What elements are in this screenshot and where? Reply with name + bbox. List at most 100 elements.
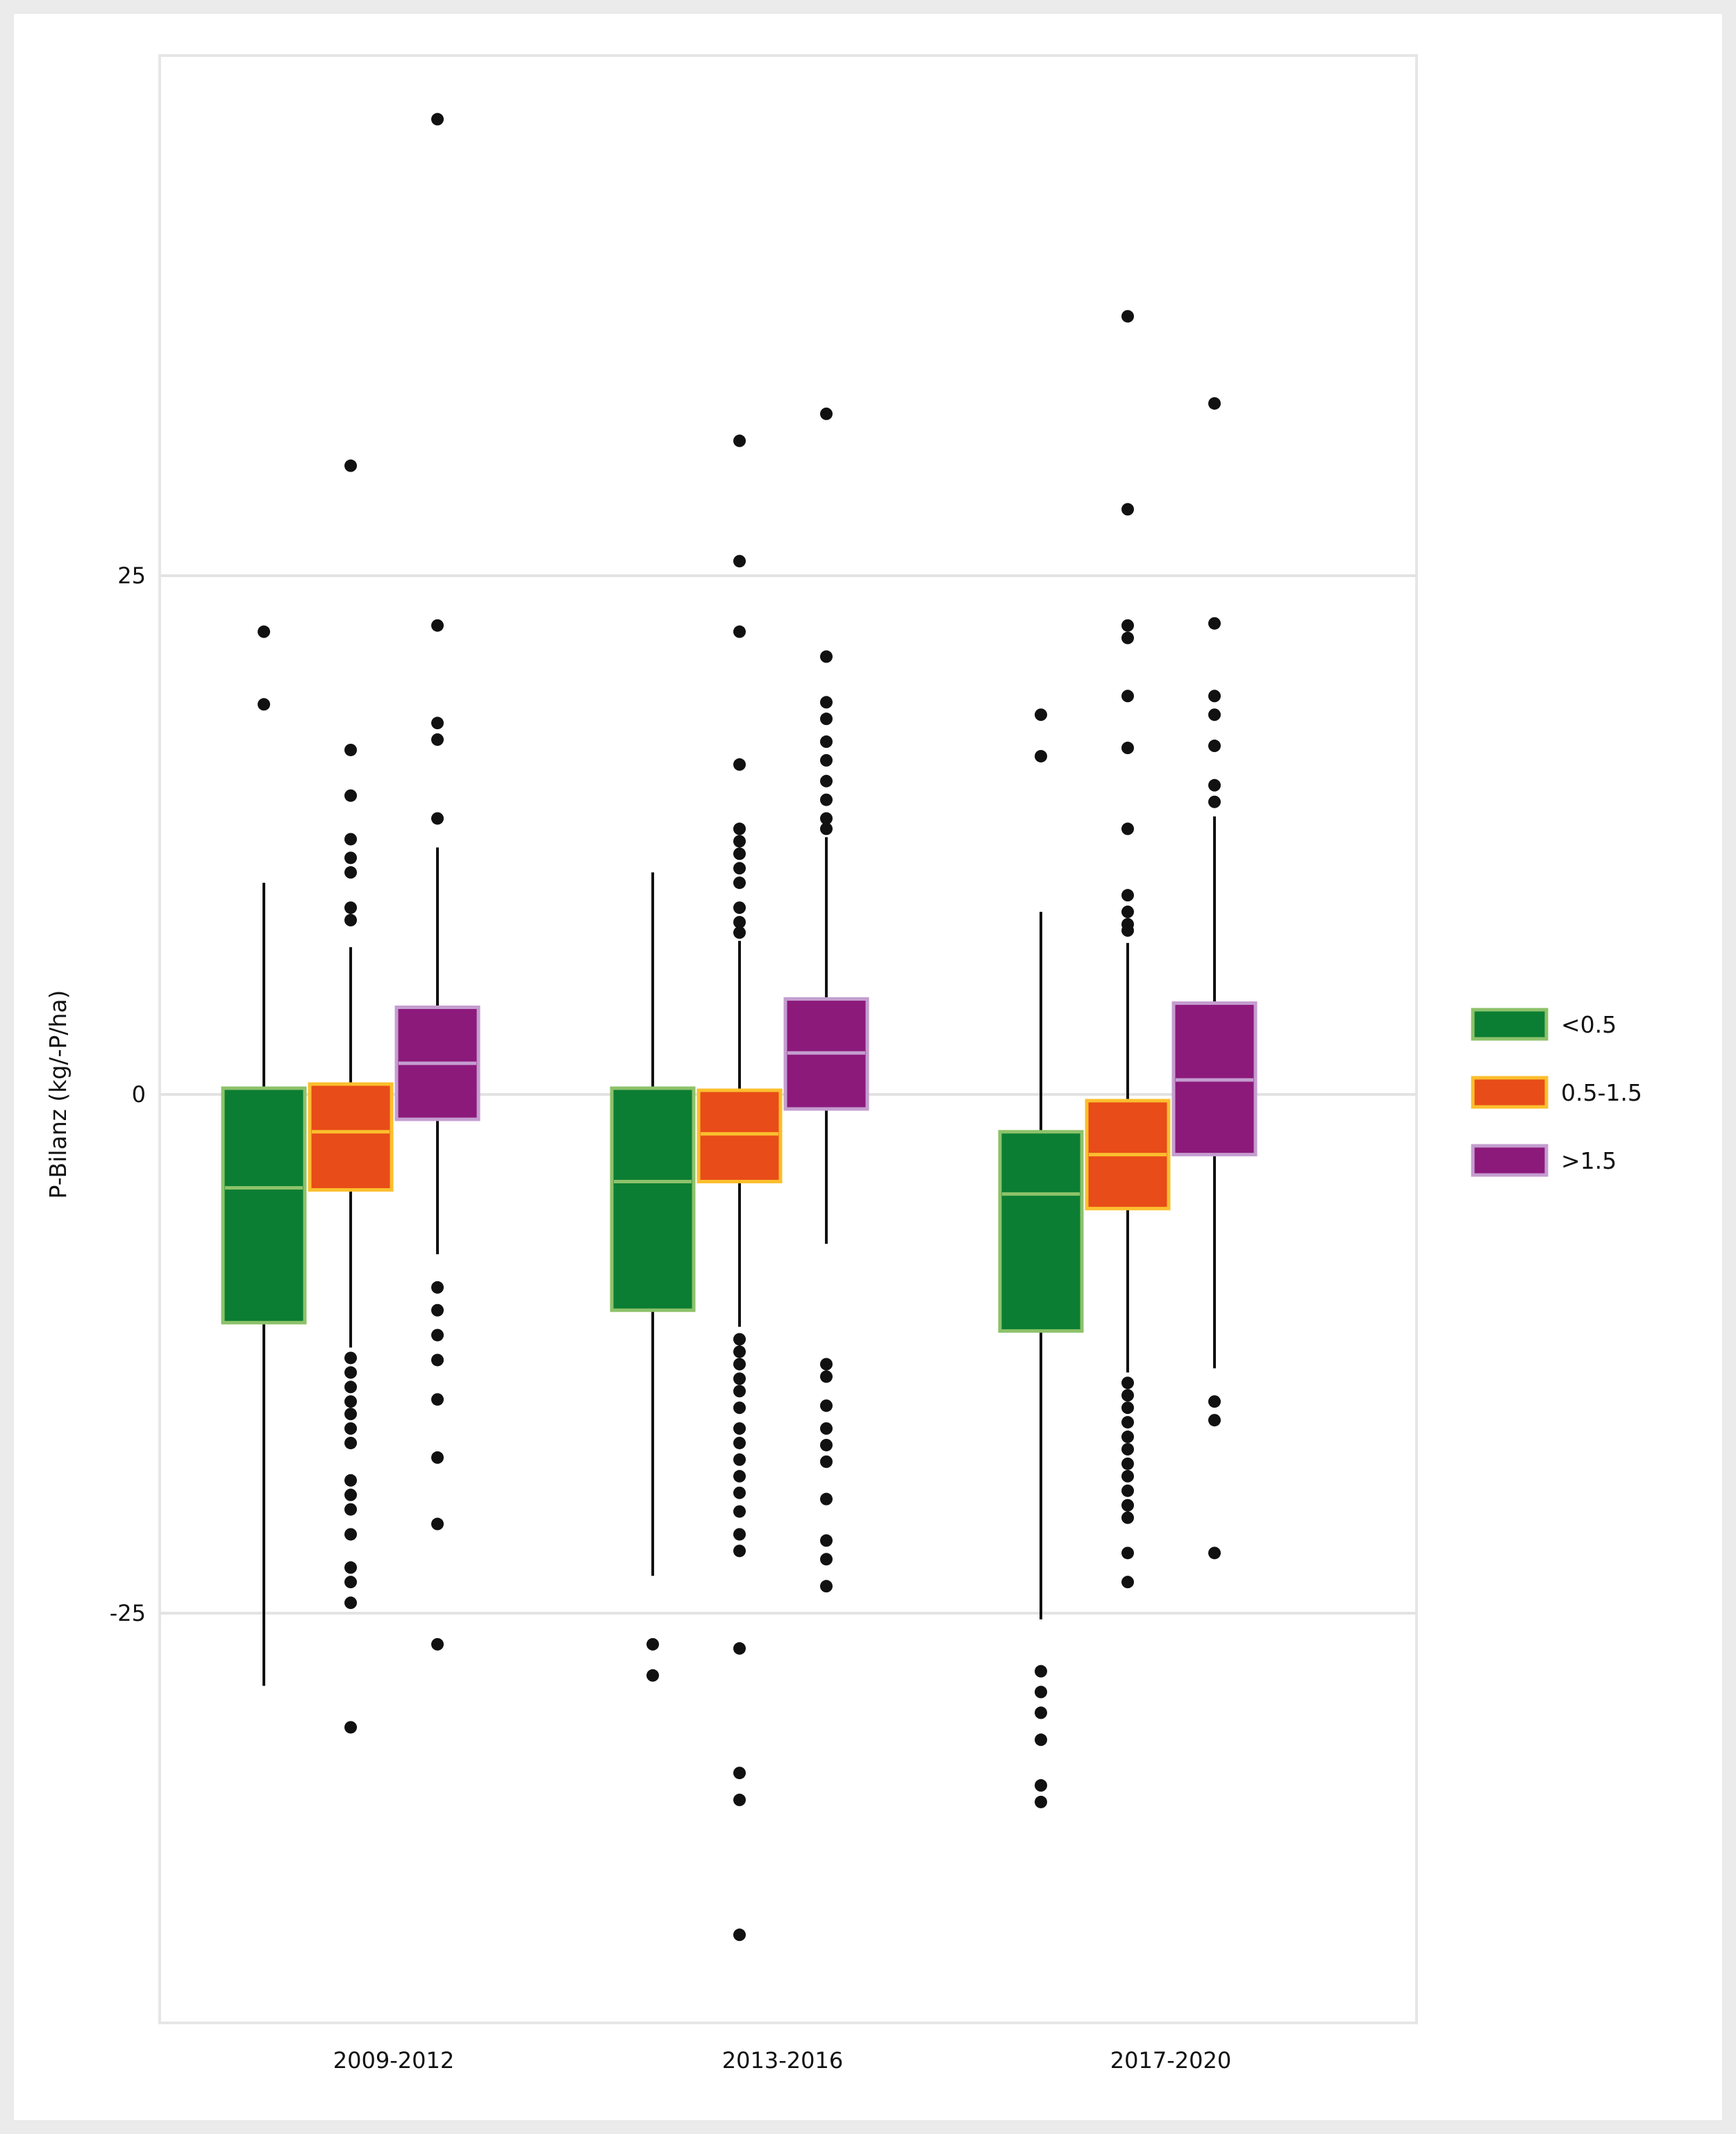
outlier-point (344, 1436, 357, 1449)
outlier-point (344, 1721, 357, 1734)
outlier-point (344, 1503, 357, 1516)
outlier-point (431, 1353, 444, 1367)
outlier-point (1121, 1416, 1134, 1429)
outlier-point (733, 1453, 746, 1466)
outlier-point (431, 1517, 444, 1531)
outlier-point (1121, 1431, 1134, 1444)
outlier-point (733, 1333, 746, 1346)
outlier-point (733, 822, 746, 835)
outlier-point (733, 1642, 746, 1655)
outlier-point (733, 915, 746, 928)
y-axis-title: P-Bilanz (kg/-P/ha) (44, 990, 72, 1199)
y-tick-label: 0 (132, 1081, 146, 1108)
legend: <0.5 0.5-1.5 >1.5 (1471, 1008, 1642, 1177)
outlier-point (733, 926, 746, 939)
outlier-point (1208, 1395, 1221, 1408)
series-group (394, 112, 1258, 1651)
outlier-point (431, 717, 444, 730)
outlier-point (431, 1281, 444, 1294)
outlier-point (431, 1393, 444, 1406)
outlier-point (1208, 690, 1221, 703)
box-body (610, 1086, 696, 1312)
box-body (998, 1130, 1084, 1333)
outlier-point (344, 1597, 357, 1610)
outlier-point (1121, 906, 1134, 919)
outlier-point (733, 1401, 746, 1415)
outlier-point (1121, 690, 1134, 703)
box-plot-chart: -25 0 25 2009-2012 2013-2016 2017-2020 P-Bil… (44, 54, 1642, 2074)
y-tick-labels: -25 0 25 (110, 562, 146, 1626)
outlier-point (1121, 1469, 1134, 1483)
outlier-point (733, 1372, 746, 1385)
x-tick-labels: 2009-2012 2013-2016 2017-2020 (333, 2047, 1231, 2074)
outlier-point (820, 735, 833, 749)
box (221, 625, 307, 1686)
outlier-point (344, 459, 357, 472)
x-tick-label: 2009-2012 (333, 2047, 454, 2074)
outlier-point (344, 1488, 357, 1501)
outlier-point (344, 866, 357, 879)
outlier-point (344, 1395, 357, 1408)
outlier-point (733, 625, 746, 638)
outlier-point (733, 1505, 746, 1518)
outlier-point (820, 822, 833, 835)
outlier-point (431, 1303, 444, 1317)
legend-label: >1.5 (1561, 1147, 1617, 1174)
outlier-point (344, 1528, 357, 1541)
legend-label: 0.5-1.5 (1561, 1079, 1642, 1106)
outlier-point (1121, 924, 1134, 937)
outlier-point (344, 1351, 357, 1365)
outlier-point (733, 1767, 746, 1780)
outlier-point (344, 1561, 357, 1574)
outlier-point (1208, 778, 1221, 792)
outlier-point (1121, 822, 1134, 835)
legend-swatch (1471, 1144, 1549, 1177)
outlier-point (820, 774, 833, 787)
box (998, 708, 1084, 1808)
outlier-point (1208, 1547, 1221, 1560)
outlier-point (344, 1408, 357, 1421)
outlier-point (820, 1358, 833, 1371)
outlier-point (733, 847, 746, 860)
outlier-point (820, 1492, 833, 1506)
outlier-point (1121, 889, 1134, 902)
box (783, 407, 869, 1593)
outlier-point (1121, 619, 1134, 632)
outlier-point (1208, 1414, 1221, 1427)
outlier-point (733, 434, 746, 447)
outlier-point (344, 901, 357, 915)
outlier-point (733, 758, 746, 771)
outlier-point (733, 1358, 746, 1371)
outlier-point (733, 901, 746, 915)
outlier-point (344, 851, 357, 865)
outlier-point (1121, 1484, 1134, 1497)
outlier-point (431, 733, 444, 747)
outlier-point (344, 1381, 357, 1394)
chart-frame: -25 0 25 2009-2012 2013-2016 2017-2020 P-Bil… (14, 14, 1722, 2120)
outlier-point (733, 835, 746, 848)
outlier-point (733, 1528, 746, 1541)
outlier-point (1208, 397, 1221, 410)
outlier-point (733, 1385, 746, 1398)
outlier-point (733, 1345, 746, 1358)
outlier-point (1035, 1706, 1047, 1719)
outlier-point (344, 1366, 357, 1379)
outlier-point (820, 712, 833, 726)
outlier-point (733, 1469, 746, 1483)
outlier-point (733, 1793, 746, 1806)
box-body (221, 1086, 307, 1325)
outlier-point (344, 743, 357, 756)
outlier-point (820, 650, 833, 663)
box (1171, 397, 1258, 1560)
outlier-point (344, 1474, 357, 1487)
outlier-point (1035, 708, 1047, 722)
outlier-point (344, 1576, 357, 1589)
outlier-point (820, 407, 833, 420)
outlier-point (733, 876, 746, 890)
outlier-point (1208, 617, 1221, 630)
outlier-point (820, 812, 833, 825)
legend-swatch (1471, 1076, 1549, 1109)
y-tick-label: -25 (110, 1600, 146, 1626)
outlier-point (1121, 1547, 1134, 1560)
outlier-point (1121, 1442, 1134, 1456)
